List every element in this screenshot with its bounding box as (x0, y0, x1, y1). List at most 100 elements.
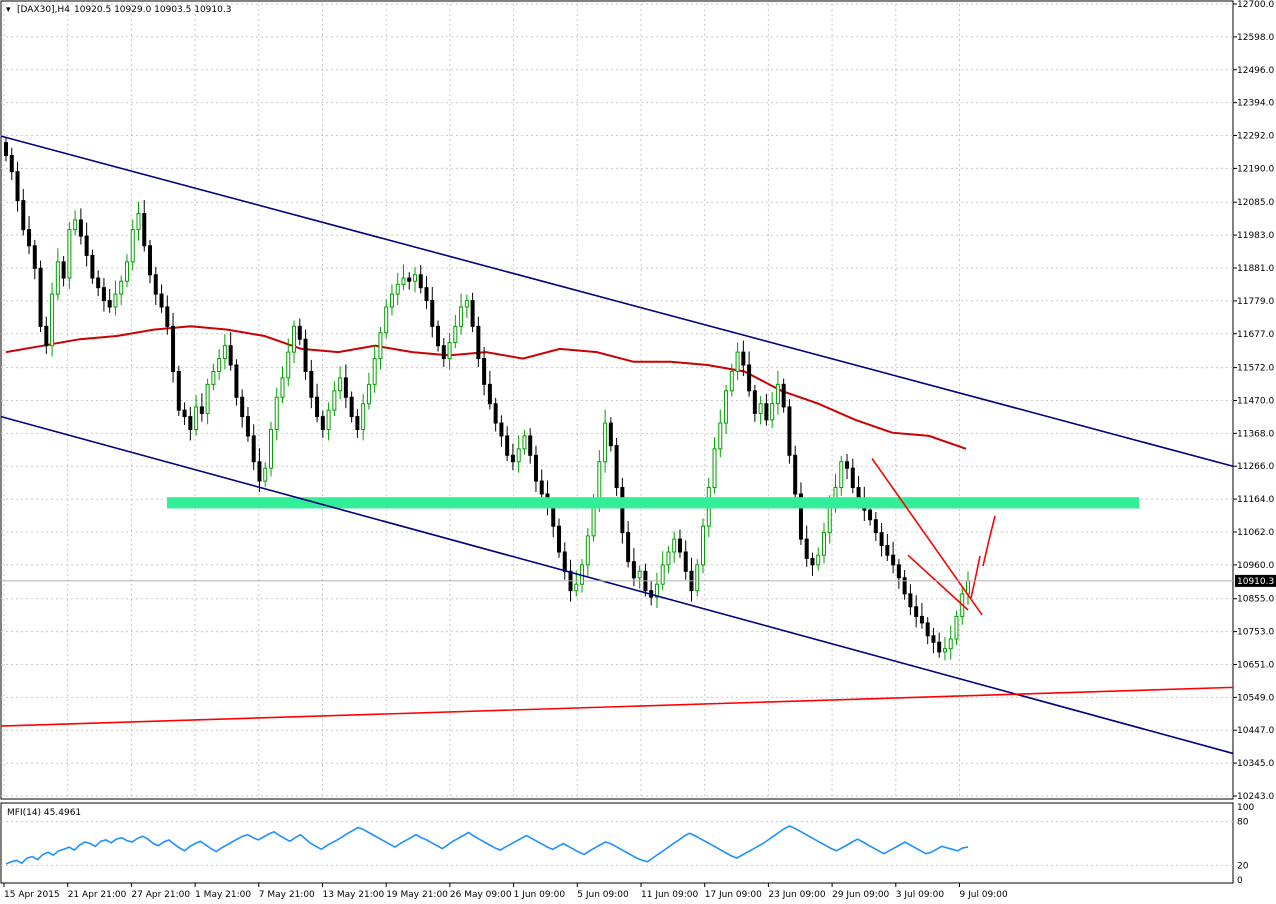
candle-body (724, 390, 729, 424)
candle-body (96, 277, 101, 289)
candle-body (257, 461, 262, 482)
candle-body (793, 454, 798, 495)
candle-body (309, 370, 314, 398)
candle-body (217, 358, 222, 372)
candle-body (211, 370, 216, 385)
mfi-panel-frame (0, 802, 1234, 884)
candle-body (199, 406, 204, 414)
candle-body (735, 351, 740, 372)
candle-body (453, 325, 458, 343)
y-tick-label: 12292.0 (1237, 132, 1274, 142)
candle-body (672, 538, 677, 553)
candle-body (407, 277, 412, 282)
candle-body (810, 557, 815, 566)
mfi-tick-label: 100 (1237, 803, 1254, 813)
candle-body (770, 403, 775, 421)
candle-body (885, 545, 890, 556)
x-tick-label: 23 Jun 09:00 (768, 890, 825, 900)
mfi-label: MFI(14) 45.4961 (7, 808, 81, 818)
candle-body (966, 580, 970, 595)
downtrend-line-upper (871, 458, 983, 616)
y-tick-label: 11572.0 (1237, 364, 1274, 374)
candle-body (603, 422, 608, 463)
support-zone (167, 497, 1139, 509)
y-tick-label: 11983.0 (1237, 231, 1274, 241)
candle-body (418, 274, 423, 289)
candle-body (412, 274, 417, 282)
candle-body (343, 377, 348, 398)
candle-body (539, 480, 544, 495)
candle-body (44, 325, 49, 347)
candle-body (361, 403, 366, 430)
candle-body (908, 593, 913, 608)
mfi-line (5, 825, 969, 865)
candle-body (366, 383, 371, 405)
y-tick-label: 10855.0 (1237, 595, 1274, 605)
candle-body (153, 274, 158, 295)
x-tick-label: 26 May 09:00 (450, 890, 512, 900)
candle-body (176, 370, 181, 411)
symbol-label: [DAX30],H4 (17, 5, 70, 15)
candle-body (274, 396, 279, 430)
candle-body (378, 332, 383, 360)
candle-body (775, 383, 780, 405)
candle-body (533, 454, 538, 482)
candle-body (447, 341, 452, 360)
y-tick-label: 10243.0 (1237, 792, 1274, 802)
candle-body (873, 519, 878, 534)
symbol-dropdown-icon[interactable]: ▾ (6, 5, 11, 15)
price-axis: 12700.0 12598.0 12496.0 12394.0 12292.0 12190… (1233, 0, 1274, 802)
candle-body (522, 435, 527, 450)
candle-body (286, 351, 291, 379)
x-tick-label: 29 Jun 09:00 (832, 890, 889, 900)
candle-body (614, 445, 619, 489)
candle-body (55, 261, 60, 295)
y-tick-label: 12598.0 (1237, 33, 1274, 43)
candle-body (551, 506, 556, 527)
mfi-tick-label: 0 (1237, 876, 1243, 886)
candle-body (948, 638, 953, 650)
x-tick-label: 5 Jun 09:00 (577, 890, 629, 900)
downtrend-line-lower (907, 554, 969, 611)
last-price-marker: 10910.3 (1, 574, 1276, 587)
x-tick-label: 1 May 21:00 (195, 890, 251, 900)
y-tick-label: 12190.0 (1237, 164, 1274, 174)
y-tick-label: 12085.0 (1237, 198, 1274, 208)
candle-body (510, 454, 515, 463)
candle-body (902, 577, 907, 595)
candle-body (355, 416, 360, 430)
candle-body (677, 538, 682, 553)
candle-body (637, 570, 642, 579)
candle-body (401, 277, 406, 285)
candle-body (839, 461, 844, 489)
candle-body (384, 306, 389, 334)
candle-body (4, 142, 8, 157)
candle-body (349, 396, 354, 418)
candle-body (747, 364, 752, 392)
candle-body (798, 493, 803, 540)
y-tick-label: 12496.0 (1237, 66, 1274, 76)
x-tick-label: 13 May 21:00 (323, 890, 385, 900)
candle-body (171, 325, 176, 372)
lower-channel-line (0, 415, 1234, 755)
candle-body (430, 300, 435, 327)
drawing-objects-layer (0, 135, 1234, 755)
y-tick-label: 11266.0 (1237, 462, 1274, 472)
candle-body (666, 551, 671, 566)
candle-body (557, 525, 562, 553)
candle-body (695, 564, 700, 592)
candle-body (954, 615, 959, 640)
y-tick-label: 11677.0 (1237, 330, 1274, 340)
candle-body (436, 325, 441, 347)
moving-average-layer (5, 325, 967, 450)
candle-body (165, 306, 170, 327)
candle-body (608, 422, 613, 447)
candle-body (84, 235, 89, 256)
candle-body (320, 416, 325, 430)
candle-body (228, 345, 233, 366)
candle-body (315, 396, 320, 418)
y-tick-label: 11368.0 (1237, 429, 1274, 439)
time-axis: 15 Apr 2015 21 Apr 21:00 27 Apr 21:00 1 May… (3, 883, 1008, 900)
x-tick-label: 11 Jun 09:00 (641, 890, 698, 900)
candle-body (821, 532, 826, 556)
